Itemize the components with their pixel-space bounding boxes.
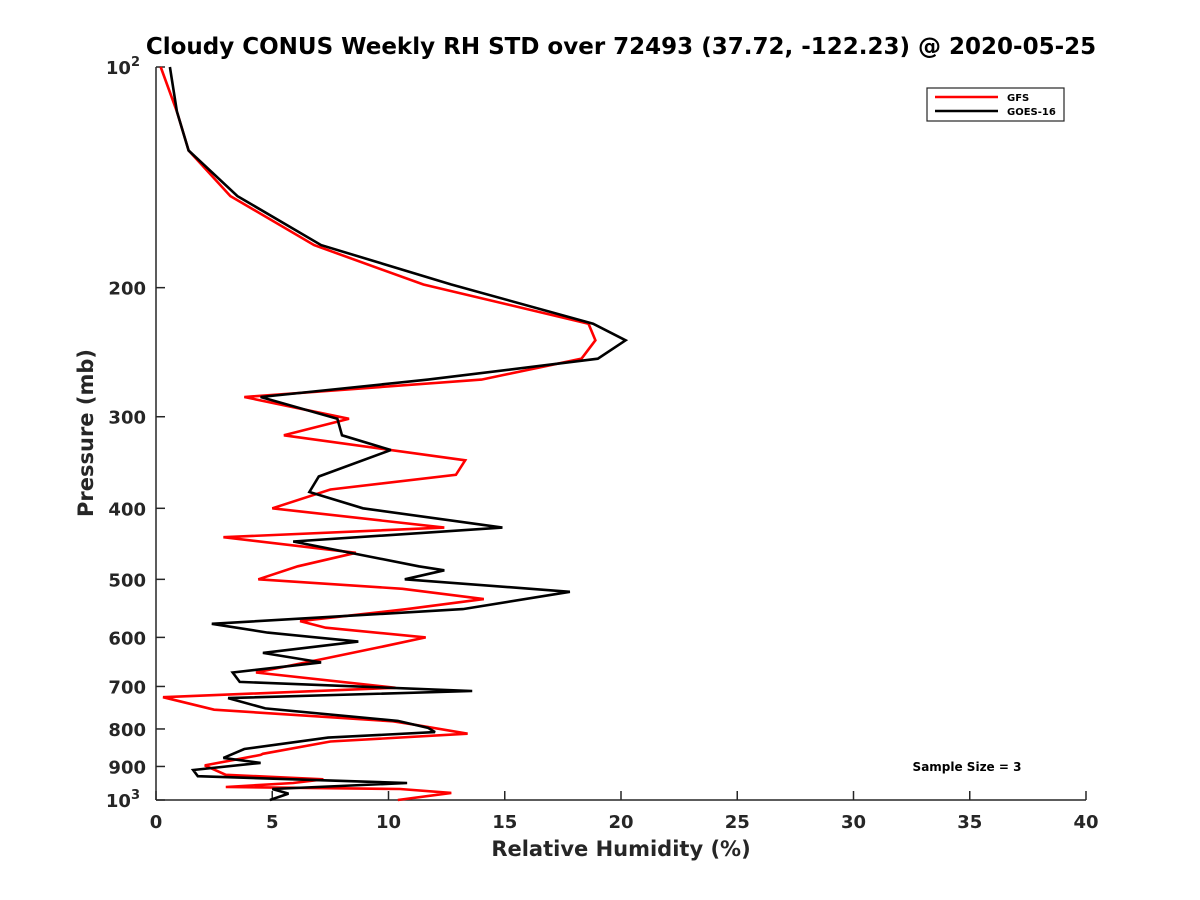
y-tick-label-exponent: 3 [131, 788, 140, 803]
x-axis-label: Relative Humidity (%) [491, 837, 750, 861]
plot-area: 0 5 10 15 20 25 30 35 40 10220030040050060070080… [106, 55, 1099, 833]
y-tick-label: 400 [108, 499, 146, 520]
series-line-gfs [159, 66, 597, 802]
series-line-goes16 [168, 66, 629, 802]
series-lines [159, 66, 629, 802]
x-tick-label: 40 [1073, 812, 1098, 833]
y-tick-label-exponent: 2 [131, 55, 140, 70]
y-tick-label-base: 800 [108, 720, 146, 741]
y-tick-label: 102 [106, 55, 140, 79]
y-tick-label: 103 [106, 788, 140, 812]
y-tick-label-base: 900 [108, 757, 146, 778]
y-tick-label-base: 300 [108, 408, 146, 429]
x-tick-label: 20 [608, 812, 633, 833]
chart-title: Cloudy CONUS Weekly RH STD over 72493 (3… [146, 34, 1096, 60]
x-tick-label: 15 [492, 812, 517, 833]
y-tick-label-base: 500 [108, 570, 146, 591]
x-axis-ticks: 0 5 10 15 20 25 30 35 40 [150, 791, 1099, 833]
y-tick-label: 800 [108, 720, 146, 741]
legend-box [926, 87, 1065, 122]
x-tick-label: 5 [266, 812, 279, 833]
y-tick-label-base: 200 [108, 279, 146, 300]
legend: GFS GOES-16 [926, 87, 1065, 122]
x-tick-label: 35 [957, 812, 982, 833]
sample-size-annotation: Sample Size = 3 [913, 760, 1022, 774]
y-tick-label: 300 [108, 408, 146, 429]
x-tick-label: 0 [150, 812, 163, 833]
y-tick-label-base: 400 [108, 499, 146, 520]
y-tick-label-base: 10 [106, 791, 131, 812]
y-tick-label-base: 700 [108, 677, 146, 698]
y-tick-label: 500 [108, 570, 146, 591]
x-tick-label: 30 [841, 812, 866, 833]
y-axis-label: Pressure (mb) [74, 349, 98, 517]
y-tick-label: 700 [108, 677, 146, 698]
y-tick-label-base: 10 [106, 58, 131, 79]
legend-label-goes16: GOES-16 [1007, 107, 1056, 118]
legend-label-gfs: GFS [1007, 93, 1029, 104]
y-tick-label-base: 600 [108, 628, 146, 649]
x-tick-label: 25 [725, 812, 750, 833]
x-tick-label: 10 [376, 812, 401, 833]
y-tick-label: 200 [108, 279, 146, 300]
y-tick-label: 900 [108, 757, 146, 778]
y-tick-label: 600 [108, 628, 146, 649]
